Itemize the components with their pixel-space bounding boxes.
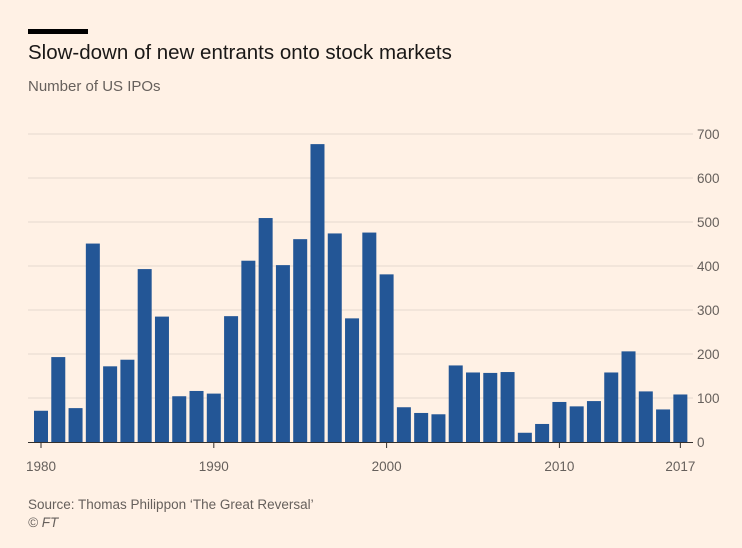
bar-2007 [500,372,515,442]
chart-title: Slow-down of new entrants onto stock mar… [28,41,452,64]
bar-2011 [569,406,584,442]
bar-1987 [154,316,169,442]
source-note: Source: Thomas Philippon ‘The Great Reve… [28,497,314,512]
bar-2017 [673,394,688,442]
chart-subtitle: Number of US IPOs [28,78,161,95]
bar-2005 [466,372,480,442]
bar-1998 [345,318,360,442]
top-rule [28,29,88,34]
bar-2002 [414,412,429,442]
bar-1984 [103,366,118,442]
bar-1981 [51,357,66,442]
bar-1994 [275,265,290,442]
bar-1997 [327,233,342,442]
bar-1985 [120,359,135,442]
bar-2012 [586,401,601,442]
bar-2003 [431,414,446,442]
y-tick-label: 500 [697,215,720,230]
x-tick-label: 1990 [199,459,229,474]
bar-1999 [362,232,377,442]
y-tick-label: 600 [697,171,720,186]
bar-1995 [293,239,308,442]
bar-1988 [172,396,187,442]
bar-2009 [535,423,550,442]
y-tick-label: 200 [697,347,720,362]
bar-2015 [638,391,653,442]
bar-1991 [224,316,239,442]
bar-1996 [310,144,325,442]
y-tick-label: 0 [697,435,705,450]
bar-2000 [379,274,394,442]
x-tick-label: 2017 [665,459,695,474]
bar-1992 [241,260,256,442]
x-tick-label: 2000 [372,459,402,474]
x-tick-label: 1980 [26,459,56,474]
bar-2001 [396,407,411,442]
bar-2004 [448,365,463,442]
y-tick-label: 100 [697,391,720,406]
bar-2008 [517,432,532,442]
bar-2016 [656,409,671,442]
y-tick-label: 400 [697,259,720,274]
bar-2013 [604,372,619,442]
x-tick-label: 2010 [544,459,574,474]
bar-1983 [85,243,100,442]
y-tick-label: 700 [697,127,720,142]
bar-1993 [258,218,273,442]
bar-1990 [206,393,221,442]
bar-1980 [34,410,48,442]
bar-1989 [189,390,204,442]
bar-2014 [621,351,636,442]
y-tick-label: 300 [697,303,720,318]
ft-credit: © FT [28,515,59,530]
bar-2010 [552,401,567,442]
bar-2006 [483,372,498,442]
bar-1982 [68,408,83,442]
bar-1986 [137,269,152,442]
